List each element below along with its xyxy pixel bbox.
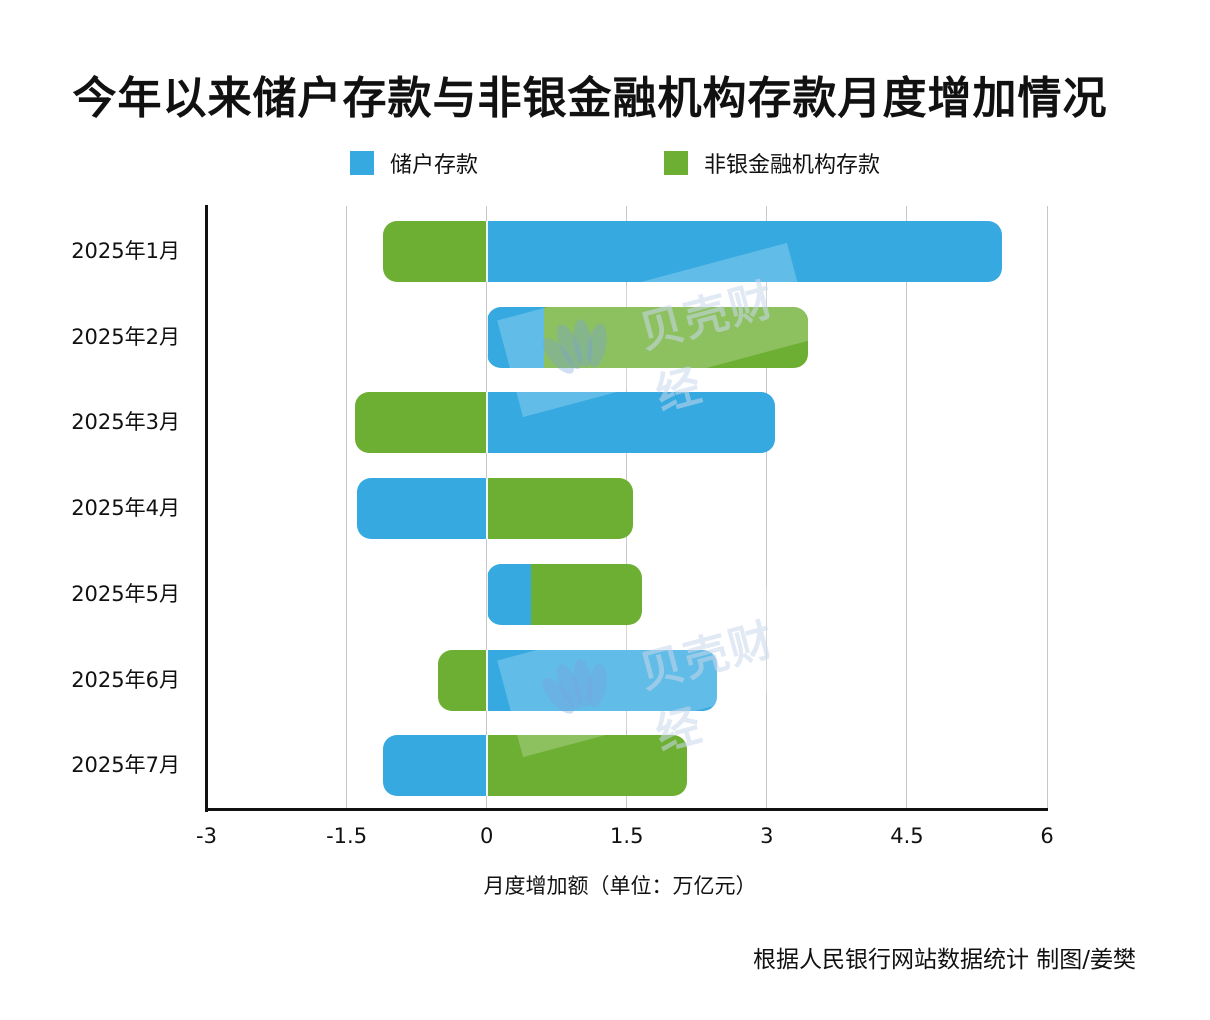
gridline bbox=[346, 206, 348, 810]
bar-segment-nonbank bbox=[543, 306, 808, 368]
category-label: 2025年6月 bbox=[71, 667, 180, 692]
bar-segment-household bbox=[486, 563, 531, 625]
x-axis-line bbox=[205, 808, 1048, 811]
bar-group bbox=[354, 392, 776, 454]
zero-separator bbox=[486, 306, 488, 368]
category-label: 2025年1月 bbox=[71, 239, 180, 263]
y-axis-line bbox=[205, 205, 208, 812]
bar-segment-nonbank bbox=[383, 221, 487, 282]
legend-item-household: 储户存款 bbox=[350, 148, 478, 178]
bar-segment-nonbank bbox=[486, 478, 634, 540]
x-axis-label: 月度增加额（单位：万亿元） bbox=[483, 874, 757, 898]
bar-segment-nonbank bbox=[486, 735, 687, 797]
source-note: 根据人民银行网站数据统计 制图/姜樊 bbox=[752, 947, 1136, 973]
zero-separator bbox=[486, 221, 488, 282]
zero-separator bbox=[486, 563, 488, 625]
bar-group bbox=[383, 735, 687, 797]
gridline bbox=[906, 206, 908, 810]
zero-separator bbox=[486, 649, 488, 711]
legend-item-nonbank: 非银金融机构存款 bbox=[664, 148, 880, 178]
bar-segment-household bbox=[486, 306, 544, 368]
x-tick-label: 4.5 bbox=[890, 824, 924, 848]
x-tick-label: 0 bbox=[479, 824, 494, 848]
bar-segment-household bbox=[356, 478, 487, 540]
zero-separator bbox=[486, 735, 488, 797]
bar-segment-household bbox=[383, 735, 487, 797]
category-label: 2025年5月 bbox=[71, 581, 180, 606]
bar-segment-nonbank bbox=[438, 649, 487, 711]
bar-segment-nonbank bbox=[530, 563, 642, 625]
x-tick-label: -1.5 bbox=[326, 824, 368, 848]
legend-label-nonbank: 非银金融机构存款 bbox=[704, 153, 881, 178]
x-tick-label: 1.5 bbox=[610, 824, 644, 848]
gridline bbox=[1046, 206, 1048, 810]
bar-group bbox=[486, 563, 642, 625]
category-label: 2025年2月 bbox=[71, 324, 180, 349]
legend-swatch-nonbank bbox=[664, 151, 688, 175]
x-tick-label: 6 bbox=[1040, 824, 1054, 848]
bar-segment-household bbox=[486, 221, 1003, 282]
bar-group bbox=[383, 221, 1003, 282]
bar-group bbox=[486, 306, 808, 368]
x-tick-label: -3 bbox=[196, 824, 217, 848]
zero-separator bbox=[486, 392, 488, 454]
category-label: 2025年7月 bbox=[71, 753, 180, 778]
zero-separator bbox=[486, 478, 488, 540]
legend-label-household: 储户存款 bbox=[390, 153, 479, 178]
legend: 储户存款 非银金融机构存款 bbox=[0, 148, 1210, 178]
bar-segment-household bbox=[486, 392, 776, 454]
category-label: 2025年3月 bbox=[71, 410, 180, 435]
gridline bbox=[766, 206, 768, 810]
bar-segment-nonbank bbox=[354, 392, 487, 454]
bar-segment-household bbox=[486, 649, 718, 711]
chart-title: 今年以来储户存款与非银金融机构存款月度增加情况 bbox=[72, 73, 1108, 124]
legend-swatch-household bbox=[350, 151, 374, 175]
category-label: 2025年4月 bbox=[71, 496, 180, 521]
bar-group bbox=[438, 649, 718, 711]
x-tick-label: 3 bbox=[760, 824, 774, 848]
bar-group bbox=[356, 478, 634, 540]
